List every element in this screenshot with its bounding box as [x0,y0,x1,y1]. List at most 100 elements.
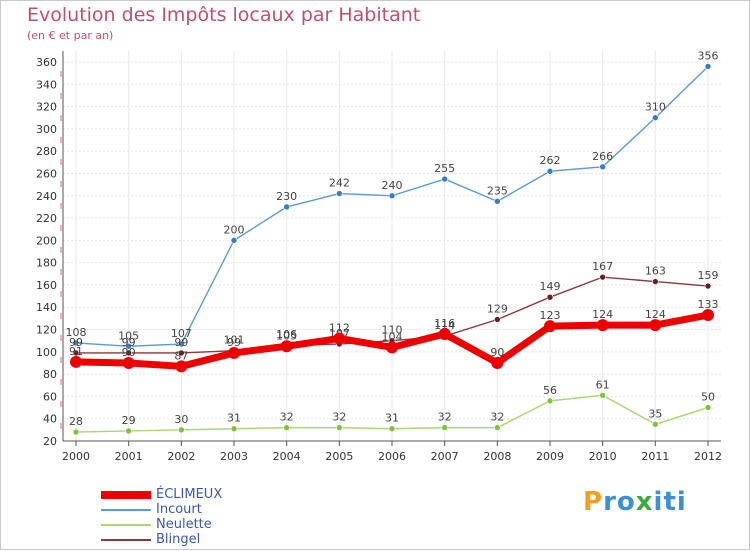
x-tick-label: 2004 [273,450,301,463]
data-label-neulette: 35 [648,407,662,420]
data-point-incourt [441,175,448,183]
legend-label-eclimeux: ÉCLIMEUX [156,487,223,502]
data-point--climeux [491,356,504,369]
data-label--climeux: 90 [122,346,136,359]
data-label--climeux: 123 [540,309,561,322]
data-label-incourt: 200 [224,223,245,236]
legend-swatch-neulette [101,524,151,526]
data-point--climeux [280,340,293,353]
y-tick-label: 260 [36,167,57,180]
data-point-neulette [441,424,448,431]
data-point--climeux [122,356,135,369]
data-point-incourt [178,340,185,348]
data-point-incourt [652,114,659,122]
data-label-incourt: 262 [540,154,561,167]
y-tick-label: 340 [36,78,57,91]
data-point-neulette [178,426,185,434]
data-label-incourt: 107 [171,327,192,340]
data-point-incourt [599,163,606,171]
data-label-incourt: 105 [118,329,139,342]
data-point--climeux [649,319,662,332]
data-label-incourt: 235 [487,184,508,197]
y-tick-label: 40 [43,413,57,426]
data-label-blingel: 163 [645,265,666,278]
logo-letter: i [653,487,664,517]
y-tick-label: 280 [36,145,57,158]
data-point-neulette [283,424,290,431]
data-label--climeux: 91 [69,345,83,358]
data-point-incourt [125,342,132,350]
data-point-neulette [599,391,606,399]
legend-label-incourt: Incourt [156,502,202,517]
data-point-blingel [494,316,501,323]
chart-subtitle: (en € et par an) [27,29,114,42]
data-point-incourt [388,192,396,200]
data-point-blingel [546,293,554,301]
data-label-incourt: 240 [382,179,403,192]
data-point--climeux [175,360,188,373]
data-point-neulette [336,424,343,431]
y-tick-label: 300 [36,123,57,136]
y-tick-label: 120 [36,324,57,337]
data-point-blingel [652,278,659,285]
data-label-incourt: 230 [276,190,297,203]
y-tick-label: 240 [36,190,57,203]
y-tick-label: 160 [36,279,57,292]
data-label--climeux: 104 [382,330,403,343]
data-point-neulette [230,425,238,433]
data-label-incourt: 108 [66,326,87,339]
data-label-neulette: 50 [701,391,715,404]
data-label-incourt: 310 [645,101,666,114]
data-point--climeux [702,309,714,322]
data-label--climeux: 90 [490,346,504,359]
data-point--climeux [228,346,240,359]
data-label-neulette: 31 [385,412,399,425]
data-point--climeux [596,319,609,332]
proxiti-logo: Proxiti [583,487,687,517]
x-tick-label: 2003 [220,450,248,463]
chart-title: Evolution des Impôts locaux par Habitant [27,4,421,26]
data-point-blingel [704,282,712,290]
data-point-neulette [494,424,501,431]
y-tick-label: 180 [36,257,57,270]
data-label--climeux: 87 [174,349,188,362]
x-tick-label: 2008 [483,450,511,463]
data-label-blingel: 106 [276,328,297,341]
legend-label-neulette: Neulette [156,517,212,532]
logo-letter: i [676,487,687,517]
y-tick-label: 20 [43,435,57,448]
logo-letter: o [616,487,636,517]
data-label--climeux: 105 [276,329,297,342]
data-label-neulette: 61 [596,378,610,391]
data-label--climeux: 116 [434,317,455,330]
data-label-neulette: 32 [280,411,294,424]
x-tick-label: 2009 [536,450,564,463]
x-tick-label: 2007 [431,450,459,463]
data-label-incourt: 255 [434,162,455,175]
data-label-neulette: 28 [69,415,83,428]
data-label-blingel: 101 [224,334,245,347]
data-point-neulette [546,397,554,405]
data-label-neulette: 32 [490,411,504,424]
data-point-blingel [178,349,185,357]
data-point-incourt [72,339,80,347]
data-point-blingel [599,273,606,281]
data-label-neulette: 32 [332,411,346,424]
data-point-incourt [283,203,290,211]
data-label--climeux: 99 [227,336,241,349]
data-point-incourt [704,63,712,70]
x-tick-label: 2005 [325,450,353,463]
y-tick-label: 60 [43,390,57,403]
data-point--climeux [544,320,556,333]
logo-letter: P [583,487,604,517]
data-point--climeux [386,341,398,354]
legend-swatch-eclimeux [101,491,151,499]
data-label-blingel: 129 [487,302,508,315]
data-point--climeux [333,332,346,345]
data-label-neulette: 30 [174,413,188,426]
data-label-neulette: 29 [122,414,136,427]
legend-label-blingel: Blingel [156,532,201,547]
legend-swatch-blingel [101,539,151,541]
data-label-neulette: 32 [438,411,452,424]
